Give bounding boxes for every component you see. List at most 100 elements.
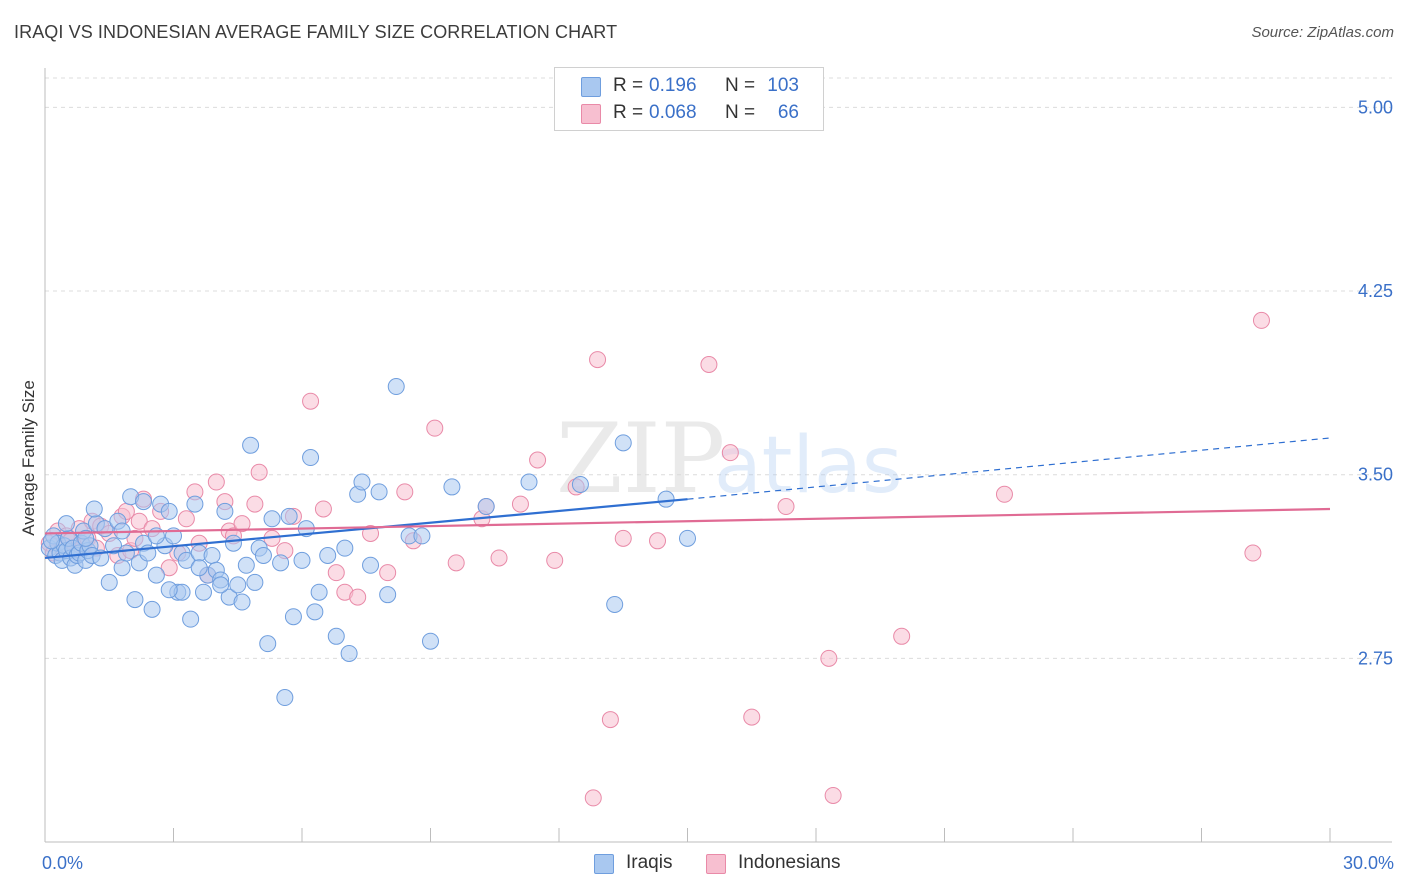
legend-n-value: 103 — [767, 75, 799, 96]
iraqi-point — [143, 600, 161, 618]
indonesian-point — [824, 786, 842, 804]
iraqi-point — [77, 529, 95, 547]
indonesian-point — [246, 495, 264, 513]
iraqi-point — [212, 576, 230, 594]
iraqi-point — [216, 502, 234, 520]
indonesian-point — [447, 554, 465, 572]
legend-row-iraqis: R = 0.196 N = 103 — [555, 72, 823, 100]
indonesian-point — [349, 588, 367, 606]
iraqi-point — [679, 529, 696, 547]
iraqi-point — [190, 559, 208, 577]
iraqi-point — [657, 490, 675, 508]
indonesian-point — [327, 564, 345, 582]
legend-swatch-blue — [581, 77, 601, 97]
indonesian-point — [426, 419, 444, 437]
iraqi-point — [413, 527, 431, 545]
indonesian-point — [160, 559, 178, 577]
iraqi-point — [194, 583, 212, 601]
iraqi-point — [186, 495, 204, 513]
iraqi-point — [237, 556, 255, 574]
iraqi-point — [606, 595, 624, 613]
legend-r-label: R = — [613, 75, 644, 96]
iraqi-point — [379, 586, 397, 604]
watermark-atlas: atlas — [714, 421, 903, 511]
iraqi-point — [126, 591, 144, 609]
trend-lines — [44, 437, 1331, 560]
indonesian-point — [820, 649, 838, 667]
indonesian-point — [207, 473, 225, 491]
iraqi-point — [362, 556, 380, 574]
indonesian-point — [396, 483, 414, 501]
iraqi-point — [147, 566, 165, 584]
iraqi-point — [85, 500, 103, 518]
y-axis-label: Average Family Size — [19, 380, 38, 536]
tick-labels: 2.75 3.50 4.25 5.00 0.0% 30.0% — [42, 97, 1394, 873]
iraqi-point — [280, 507, 298, 525]
legend-row-indonesians: R = 0.068 N = 66 — [555, 99, 823, 127]
y-tick-label: 3.50 — [1358, 465, 1393, 485]
bottom-legend-label: Indonesians — [738, 852, 841, 873]
indonesian-point — [700, 356, 718, 373]
iraqi-point — [160, 502, 178, 520]
bottom-legend-label: Iraqis — [626, 852, 673, 873]
iraqi-point — [224, 534, 242, 552]
legend-n-value: 66 — [777, 102, 799, 123]
legend-swatch-pink — [581, 104, 601, 124]
legend-r-value: 0.196 — [649, 75, 697, 96]
watermark: ZIP atlas — [556, 403, 903, 515]
chart-title: IRAQI VS INDONESIAN AVERAGE FAMILY SIZE … — [14, 22, 618, 42]
indonesian-point — [233, 515, 251, 533]
iraqi-point — [254, 547, 272, 564]
indonesian-point — [614, 529, 632, 547]
x-tick-label: 0.0% — [42, 853, 83, 873]
iraqi-point — [353, 473, 371, 491]
legend-n-label: N = — [725, 75, 756, 96]
iraqi-point — [105, 537, 123, 555]
iraqi-point — [100, 573, 118, 591]
indonesian-point — [529, 451, 547, 469]
indonesian-point — [893, 627, 911, 645]
iraqi-point — [263, 510, 281, 528]
bottom-legend-swatch-pink — [706, 854, 726, 874]
iraqi-point — [229, 576, 247, 594]
y-tick-label: 5.00 — [1358, 97, 1393, 117]
y-tick-label: 4.25 — [1358, 281, 1393, 301]
iraqi-point — [259, 635, 277, 653]
iraqi-point — [57, 515, 75, 533]
iraqi-point — [520, 473, 538, 491]
watermark-zip: ZIP — [556, 403, 725, 515]
indonesian-point — [1252, 311, 1270, 329]
correlation-legend: R = 0.196 N = 103 R = 0.068 N = 66 — [554, 67, 824, 131]
iraqi-point — [571, 475, 589, 493]
iraqi-point — [310, 583, 328, 601]
legend-r-value: 0.068 — [649, 102, 697, 123]
indonesian-point — [130, 512, 148, 530]
iraqi-point — [242, 436, 260, 454]
indonesian-point — [511, 495, 529, 513]
iraqi-point — [293, 551, 311, 569]
data-points — [40, 311, 1270, 807]
indonesian-point — [1244, 544, 1262, 562]
iraqi-point — [336, 539, 354, 557]
iraqi-point — [113, 559, 131, 577]
iraqi-point — [306, 603, 324, 621]
indonesian-trend-line — [44, 507, 1331, 535]
legend-n-label: N = — [725, 102, 756, 123]
indonesian-point — [177, 510, 195, 528]
iraqi-point — [302, 449, 320, 467]
iraqi-point — [182, 610, 200, 628]
iraqi-point — [614, 434, 632, 452]
iraqi-point — [319, 547, 337, 564]
indonesian-point — [314, 500, 332, 518]
y-tick-label: 2.75 — [1358, 648, 1393, 668]
indonesian-point — [589, 351, 607, 369]
iraqi-point — [233, 593, 251, 611]
indonesian-point — [584, 789, 602, 807]
iraqi-trend-extension — [687, 437, 1331, 500]
iraqi-point — [42, 532, 60, 550]
iraqi-point — [370, 483, 388, 501]
indonesian-point — [743, 708, 761, 726]
indonesian-point — [546, 551, 564, 569]
iraqi-point — [340, 644, 358, 662]
iraqi-point — [422, 632, 439, 650]
